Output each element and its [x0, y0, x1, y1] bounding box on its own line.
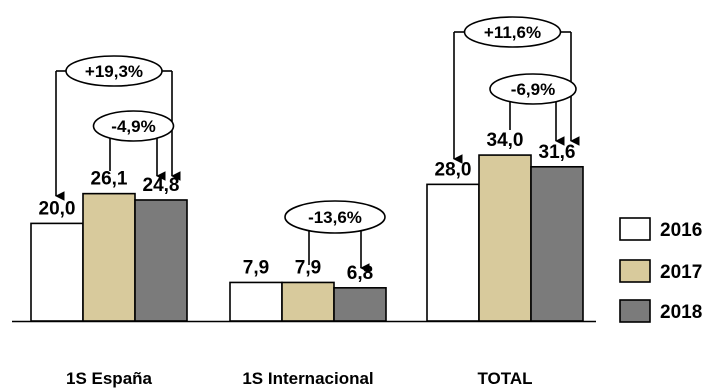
annotation-ellipse: [463, 16, 562, 48]
value-label-1s-espana-2016: 20,0: [39, 198, 76, 219]
bar-1s-internacional-2016: [229, 281, 283, 322]
annotation-label: +11,6%: [484, 23, 541, 42]
legend-item-2018: 2018: [619, 299, 702, 323]
value-label-total-2017: 34,0: [487, 130, 524, 151]
annotation-label: +19,3%: [85, 62, 143, 81]
category-label-total: TOTAL: [477, 369, 532, 388]
annotation-total-4: +11,6%: [453, 16, 580, 164]
category-label-1s-internacional: 1S Internacional: [242, 369, 373, 388]
value-label-1s-internacional-2017: 7,9: [295, 257, 321, 278]
value-label-1s-internacional-2016: 7,9: [243, 257, 269, 278]
bar-1s-espana-2017: [82, 192, 136, 322]
legend-item-2017: 2017: [619, 259, 702, 283]
legend-label-2017: 2017: [660, 262, 702, 283]
annotation-label: -13,6%: [308, 208, 362, 227]
bar-1s-espana-2018: [134, 199, 188, 322]
bars-layer: [30, 154, 584, 322]
bar-1s-internacional-2017: [281, 281, 335, 322]
annotation-1s-espana-1: +19,3%: [55, 55, 181, 201]
annotation-ellipse: [489, 73, 577, 105]
annotation-total-5: -6,9%: [489, 73, 577, 146]
legend-label-2016: 2016: [660, 220, 702, 241]
legend: 2016 2017 2018: [619, 217, 702, 323]
annotation-ellipse: [92, 110, 175, 142]
annotation-label: -4,9%: [111, 117, 155, 136]
labels-layer: 20,0 26,1 24,8 1S España 7,9 7,9 6,8 1S Interna…: [39, 130, 576, 388]
value-label-1s-espana-2018: 24,8: [143, 175, 180, 196]
value-label-1s-espana-2017: 26,1: [91, 169, 128, 190]
bar-total-2016: [426, 183, 480, 322]
legend-item-2016: 2016: [619, 217, 702, 241]
legend-label-2018: 2018: [660, 302, 702, 323]
legend-swatch-2017: [619, 259, 651, 283]
annotation-ellipse: [65, 55, 163, 87]
value-label-1s-internacional-2018: 6,8: [347, 263, 373, 284]
bar-1s-espana-2016: [30, 222, 84, 322]
value-label-total-2018: 31,6: [539, 142, 576, 163]
bar-total-2018: [530, 165, 584, 322]
bar-1s-internacional-2018: [333, 287, 387, 322]
bar-total-2017: [478, 154, 532, 322]
legend-swatch-2016: [619, 217, 651, 241]
annotations-layer: +19,3% -4,9% -13,6% +11,6% -6,9%: [55, 16, 580, 273]
annotation-1s-internacional-3: -13,6%: [284, 200, 386, 273]
annotation-1s-espana-2: -4,9%: [92, 110, 175, 181]
annotation-label: -6,9%: [511, 80, 555, 99]
annotation-ellipse: [284, 200, 386, 234]
value-label-total-2016: 28,0: [435, 159, 472, 180]
legend-swatch-2018: [619, 299, 651, 323]
category-label-1s-espana: 1S España: [66, 369, 153, 388]
